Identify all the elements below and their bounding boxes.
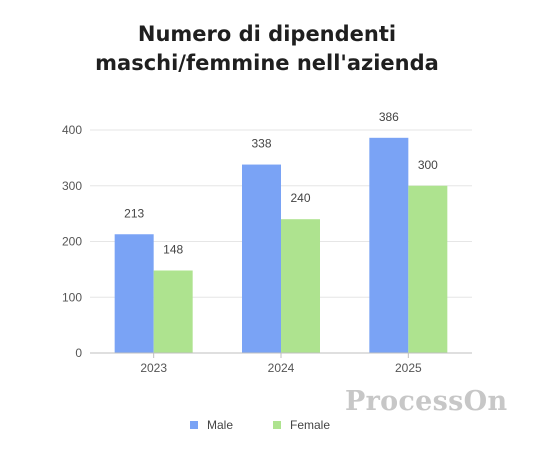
legend-label-female: Female: [290, 418, 331, 432]
x-tick-label: 2025: [395, 361, 422, 375]
y-tick-label: 100: [62, 290, 82, 304]
data-label-female-2023: 148: [163, 242, 183, 256]
chart-title: Numero di dipendenti maschi/femmine nell…: [0, 20, 534, 78]
data-label-female-2025: 300: [418, 158, 438, 172]
y-axis-ticks: 0 100 200 300 400: [62, 123, 82, 360]
bars: [114, 137, 448, 353]
chart-title-line-2: maschi/femmine nell'azienda: [95, 51, 439, 75]
bar-male-2025[interactable]: [369, 137, 409, 353]
y-tick-label: 300: [62, 179, 82, 193]
data-label-male-2023: 213: [124, 206, 144, 220]
legend-item-female[interactable]: Female: [273, 418, 330, 432]
legend-swatch-male: [190, 421, 198, 429]
data-label-female-2024: 240: [290, 191, 310, 205]
legend-label-male: Male: [207, 418, 234, 432]
bar-female-2023[interactable]: [153, 270, 193, 353]
y-tick-label: 200: [62, 235, 82, 249]
chart-title-line-1: Numero di dipendenti: [137, 22, 397, 46]
bar-female-2024[interactable]: [281, 219, 320, 353]
legend-item-male[interactable]: Male: [190, 418, 233, 432]
data-label-male-2024: 338: [251, 137, 271, 151]
x-tick-label: 2023: [140, 361, 167, 375]
legend-swatch-female: [273, 421, 281, 429]
x-tick-label: 2024: [268, 361, 295, 375]
bar-male-2023[interactable]: [114, 234, 154, 353]
bar-female-2025[interactable]: [408, 185, 448, 353]
data-labels: 213 148 338 240 386 300: [124, 110, 438, 257]
data-label-male-2025: 386: [379, 110, 399, 124]
x-axis: 2023 2024 2025: [90, 352, 472, 375]
watermark-logo: ProcessOn: [345, 386, 508, 417]
y-tick-label: 0: [75, 346, 82, 360]
legend: Male Female: [0, 418, 534, 438]
y-tick-label: 400: [62, 123, 82, 137]
bar-male-2024[interactable]: [242, 164, 281, 353]
